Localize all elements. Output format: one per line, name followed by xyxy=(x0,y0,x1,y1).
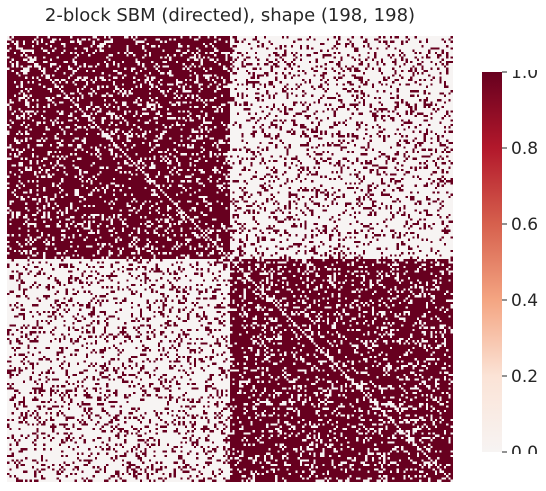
colorbar-tick-label: 1.0 xyxy=(511,70,538,83)
colorbar-ticks: 0.0 0.2 0.4 0.6 0.8 1.0 xyxy=(502,70,538,454)
heatmap-cells xyxy=(7,36,453,482)
colorbar-tick-label: 0.2 xyxy=(511,367,538,387)
colorbar-tick-label: 0.4 xyxy=(511,291,538,311)
colorbar-tick-label: 0.8 xyxy=(511,139,538,159)
colorbar-tick-label: 0.6 xyxy=(511,215,538,235)
colorbar-gradient xyxy=(482,72,502,452)
colorbar: 0.0 0.2 0.4 0.6 0.8 1.0 xyxy=(482,70,538,454)
colorbar-tick-label: 0.0 xyxy=(511,443,538,454)
chart-title: 2-block SBM (directed), shape (198, 198) xyxy=(44,5,416,26)
adjacency-heatmap xyxy=(7,36,453,482)
